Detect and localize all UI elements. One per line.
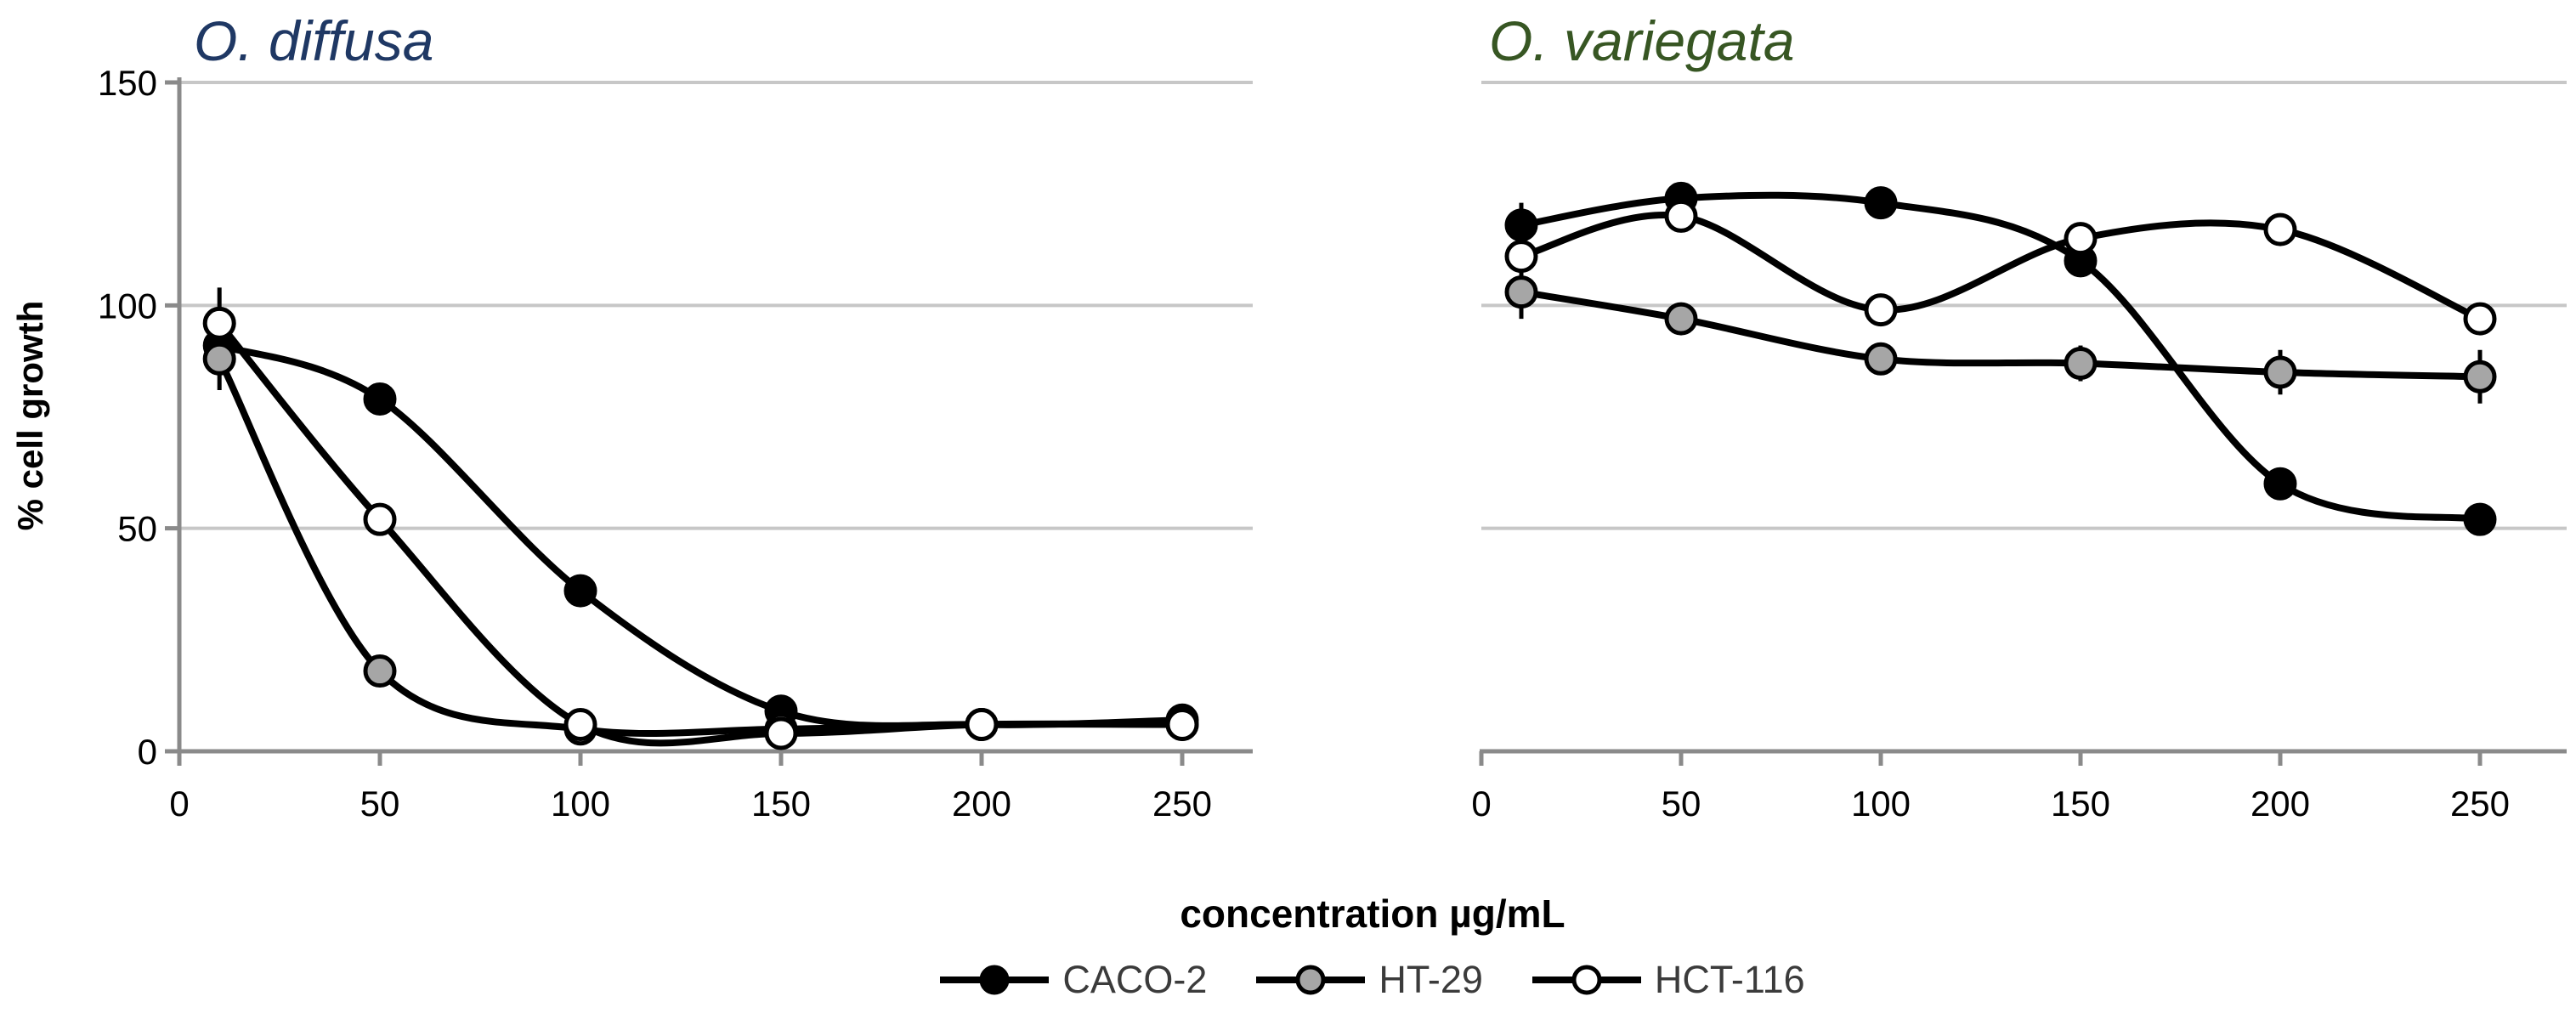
data-point-marker-hct-116 [965,708,999,742]
legend-item-hct-116: HCT-116 [1531,958,1805,1002]
y-tick-label: 100 [98,286,157,326]
data-point-marker-caco-2 [1864,186,1898,220]
y-tick-label: 0 [138,732,157,772]
x-tick-label: 200 [952,784,1011,824]
series-line-hct-116 [1518,212,2483,323]
legend: CACO-2 HT-29 HCT-116 [863,950,1882,1010]
x-tick-label: 100 [1851,784,1911,824]
data-point-marker-caco-2 [2463,502,2497,536]
data-point-marker-hct-116 [764,716,798,750]
x-axis-label: concentration µg/mL [1180,892,1565,936]
x-tick-label: 250 [2450,784,2510,824]
data-point-marker-hct-116 [563,708,597,742]
data-point-marker-ht-29 [1864,342,1898,376]
data-point-marker-caco-2 [1504,208,1538,242]
data-point-marker-hct-116 [1664,199,1698,233]
data-point-marker-hct-116 [2263,212,2297,246]
data-point-marker-ht-29 [2064,347,2098,381]
x-tick-label: 0 [1471,784,1491,824]
chart-title-left: O. diffusa [194,9,434,72]
data-point-marker-caco-2 [2263,467,2297,501]
data-point-marker-hct-116 [2463,302,2497,336]
x-tick-label: 250 [1152,784,1212,824]
x-tick-label: 200 [2250,784,2310,824]
x-tick-label: 50 [1662,784,1701,824]
data-point-marker-hct-116 [1864,293,1898,327]
data-point-marker-ht-29 [2263,355,2297,389]
data-point-marker-hct-116 [202,306,236,340]
chart-title-right: O. variegata [1489,9,1795,72]
data-point-marker-ht-29 [2463,359,2497,393]
line-marker-icon [1531,965,1641,995]
line-marker-icon [1256,965,1366,995]
data-point-marker-ht-29 [363,654,397,688]
data-point-marker-caco-2 [363,382,397,416]
data-point-marker-hct-116 [2064,222,2098,256]
legend-label: HCT-116 [1654,958,1805,1001]
x-tick-label: 150 [751,784,811,824]
plot-area-left: 0 50 100 150 200 250 0 50 100 150 [98,63,1253,824]
x-tick-label: 50 [360,784,400,824]
data-point-marker-ht-29 [1664,302,1698,336]
legend-label: HT-29 [1379,958,1483,1001]
y-tick-label: 150 [98,63,157,103]
data-point-marker-hct-116 [363,502,397,536]
x-tick-label: 100 [551,784,610,824]
data-point-marker-ht-29 [1504,275,1538,309]
y-axis-label: % cell growth [10,300,50,531]
y-tick-label: 50 [117,509,157,549]
data-point-marker-hct-116 [1504,240,1538,274]
series-line-caco-2 [1518,191,2483,524]
legend-item-ht-29: HT-29 [1256,958,1483,1002]
line-marker-icon [940,965,1050,995]
plot-area-right: 0 50 100 150 200 250 [1471,81,2567,824]
data-point-marker-hct-116 [1165,708,1199,742]
legend-label: CACO-2 [1062,958,1208,1001]
data-point-marker-caco-2 [563,574,597,608]
x-tick-label: 150 [2051,784,2110,824]
x-tick-label: 0 [169,784,189,824]
data-point-marker-ht-29 [202,342,236,376]
legend-item-caco-2: CACO-2 [940,958,1207,1002]
